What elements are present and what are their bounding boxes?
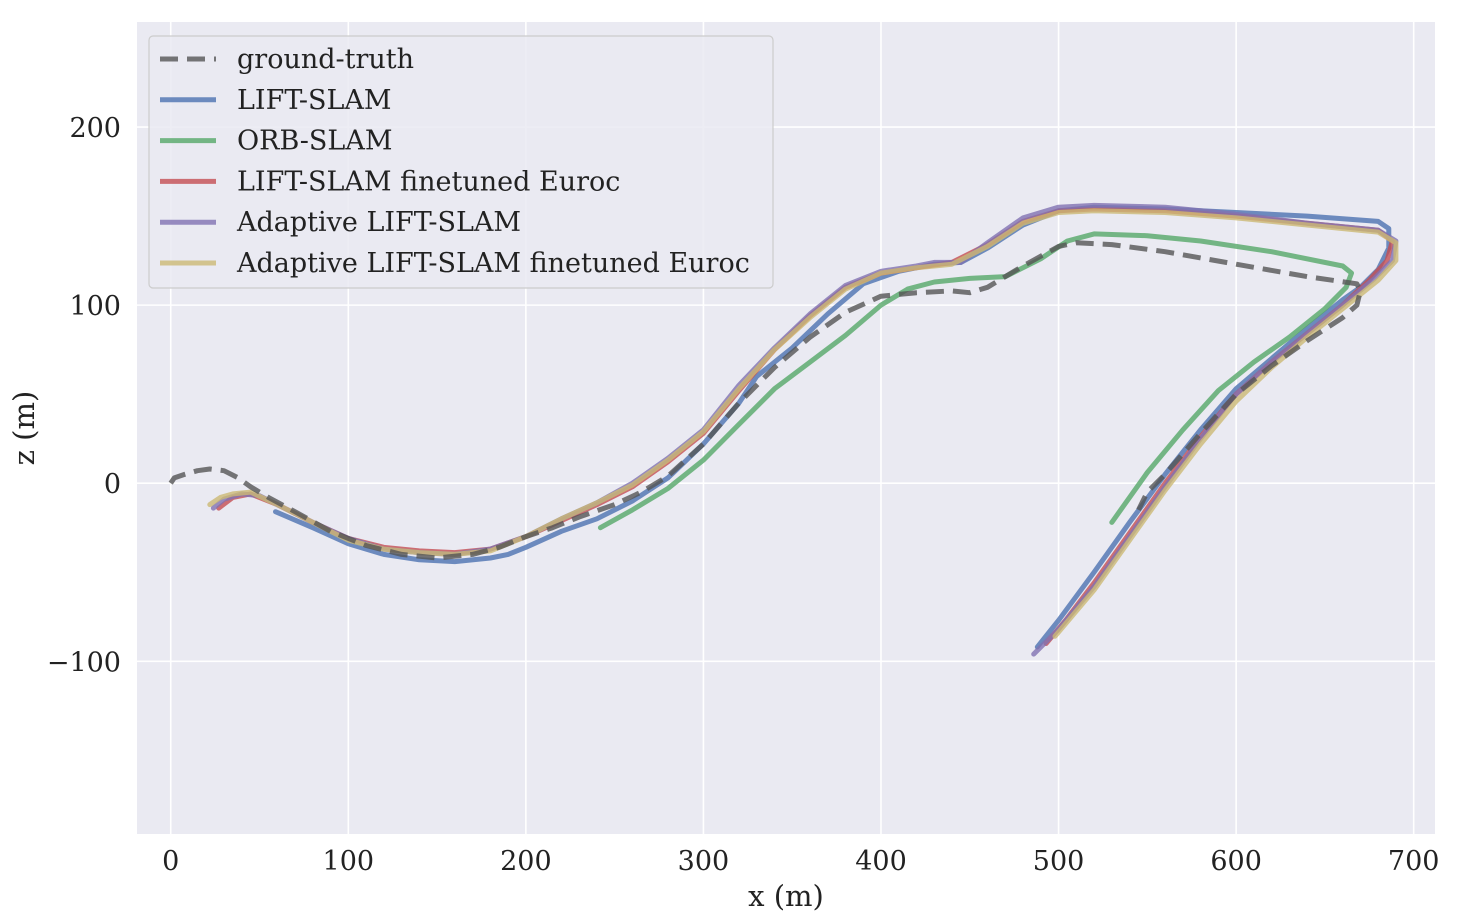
- y-tick-label: 0: [104, 469, 121, 500]
- legend-box: [148, 35, 774, 289]
- x-tick-label: 600: [1210, 846, 1262, 877]
- y-tick-label: −100: [47, 647, 121, 678]
- legend-label-4: Adaptive LIFT-SLAM: [236, 207, 521, 238]
- x-tick-label: 400: [855, 846, 907, 877]
- legend-label-1: LIFT-SLAM: [237, 85, 392, 116]
- legend-label-5: Adaptive LIFT-SLAM finetuned Euroc: [236, 248, 750, 279]
- series-line-2: [597, 231, 1354, 531]
- x-axis-label: x (m): [748, 879, 824, 913]
- legend-label-2: ORB-SLAM: [237, 126, 393, 157]
- legend-label-0: ground-truth: [237, 44, 414, 75]
- x-tick-label: 0: [162, 846, 179, 877]
- y-tick-label: 100: [69, 291, 121, 322]
- y-tick-label: 200: [69, 113, 121, 144]
- legend-label-3: LIFT-SLAM finetuned Euroc: [237, 166, 620, 197]
- x-tick-labels: 0 100 200 300 400 500 600 700: [162, 846, 1439, 877]
- y-axis-label: z (m): [7, 391, 41, 466]
- series-line-5: [207, 208, 1399, 639]
- x-tick-label: 300: [678, 846, 730, 877]
- x-tick-label: 700: [1388, 846, 1440, 877]
- series-lines: [168, 202, 1399, 657]
- y-tick-labels: −100 0 100 200: [47, 113, 121, 678]
- x-tick-label: 500: [1033, 846, 1085, 877]
- x-tick-label: 200: [500, 846, 552, 877]
- legend: ground-truth LIFT-SLAM ORB-SLAM LIFT-SLAM f…: [148, 35, 774, 289]
- x-tick-label: 100: [323, 846, 375, 877]
- series-line-0: [168, 240, 1363, 561]
